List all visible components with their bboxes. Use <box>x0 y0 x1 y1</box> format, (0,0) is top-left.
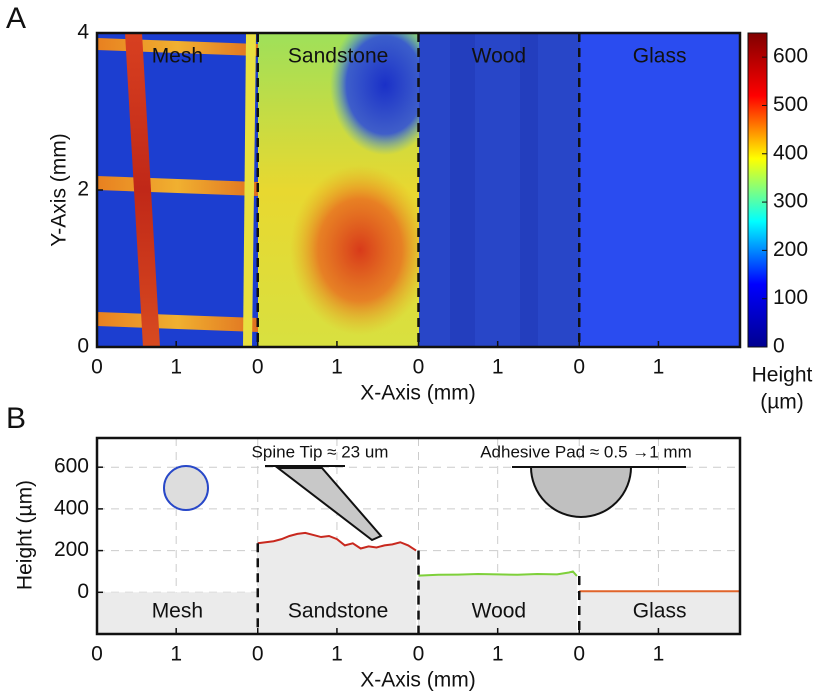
surface-profile-fill <box>257 532 417 634</box>
colorbar-label: (µm) <box>760 391 804 414</box>
y-tick-label: 400 <box>54 496 89 519</box>
x-tick-label: 0 <box>413 356 425 379</box>
x-tick-label: 0 <box>573 356 585 379</box>
panel-label: B <box>6 402 26 435</box>
colorbar-tick-label: 400 <box>773 141 808 164</box>
surface-label: Wood <box>472 600 526 623</box>
y-tick-label: 600 <box>54 455 89 478</box>
wood-grain <box>450 33 475 347</box>
glass-surface <box>580 33 740 347</box>
surface-label: Glass <box>633 600 687 623</box>
colorbar-tick-label: 0 <box>773 335 785 358</box>
x-tick-label: 1 <box>653 643 665 666</box>
annotation: Adhesive Pad ≈ 0.5 →1 mm <box>480 442 692 461</box>
x-tick-label: 1 <box>170 356 182 379</box>
x-tick-label: 1 <box>492 643 504 666</box>
x-tick-label: 1 <box>331 643 343 666</box>
profile-line <box>257 531 417 552</box>
wood-surface <box>419 33 580 347</box>
x-tick-label: 1 <box>653 356 665 379</box>
mesh-wire-section <box>163 465 209 511</box>
y-tick-label: 4 <box>77 21 89 44</box>
sandstone-peak <box>290 165 430 335</box>
x-tick-label: 0 <box>252 643 264 666</box>
x-tick-label: 0 <box>91 643 103 666</box>
y-axis-label: Y-Axis (mm) <box>48 133 71 247</box>
surface-label: Sandstone <box>288 600 388 623</box>
colorbar-tick-label: 600 <box>773 45 808 68</box>
surface-profile-fill <box>579 591 740 634</box>
x-tick-label: 1 <box>492 356 504 379</box>
x-tick-label: 0 <box>413 643 425 666</box>
x-tick-label: 0 <box>252 356 264 379</box>
plot-frame <box>95 436 742 636</box>
x-tick-label: 1 <box>170 643 182 666</box>
colorbar-tick-label: 100 <box>773 286 808 309</box>
panel-label: A <box>6 2 26 35</box>
surface-label: Wood <box>472 45 526 68</box>
profile-line <box>418 570 578 577</box>
surface-label: Mesh <box>152 45 203 68</box>
surface-label: Glass <box>633 45 687 68</box>
height-map <box>97 33 740 347</box>
x-tick-label: 1 <box>331 356 343 379</box>
colorbar-tick-label: 500 <box>773 93 808 116</box>
mesh-wire <box>125 33 160 347</box>
y-tick-label: 200 <box>54 538 89 561</box>
colorbar-label: Height <box>752 364 813 387</box>
x-tick-label: 0 <box>573 643 585 666</box>
surface-profile-fill <box>97 592 258 634</box>
sandstone-valley <box>330 33 440 155</box>
mesh-wire <box>97 312 258 332</box>
wood-grain <box>520 33 538 347</box>
x-tick-label: 0 <box>91 356 103 379</box>
y-axis-label: Height (µm) <box>14 480 37 590</box>
mesh-wire <box>243 33 256 347</box>
colorbar-tick-label: 300 <box>773 190 808 213</box>
annotation: Spine Tip ≈ 23 um <box>252 442 389 461</box>
y-tick-label: 0 <box>77 580 89 603</box>
colorbar-tick-label: 200 <box>773 238 808 261</box>
adhesive-pad <box>529 466 633 518</box>
colorbar <box>747 32 768 348</box>
surface-label: Sandstone <box>288 45 388 68</box>
surface-profile-fill <box>418 571 577 634</box>
x-axis-label: X-Axis (mm) <box>360 669 475 692</box>
spine-tip <box>275 467 383 542</box>
surface-label: Mesh <box>152 600 203 623</box>
x-axis-label: X-Axis (mm) <box>360 382 475 405</box>
y-tick-label: 0 <box>77 335 89 358</box>
y-tick-label: 2 <box>77 178 89 201</box>
